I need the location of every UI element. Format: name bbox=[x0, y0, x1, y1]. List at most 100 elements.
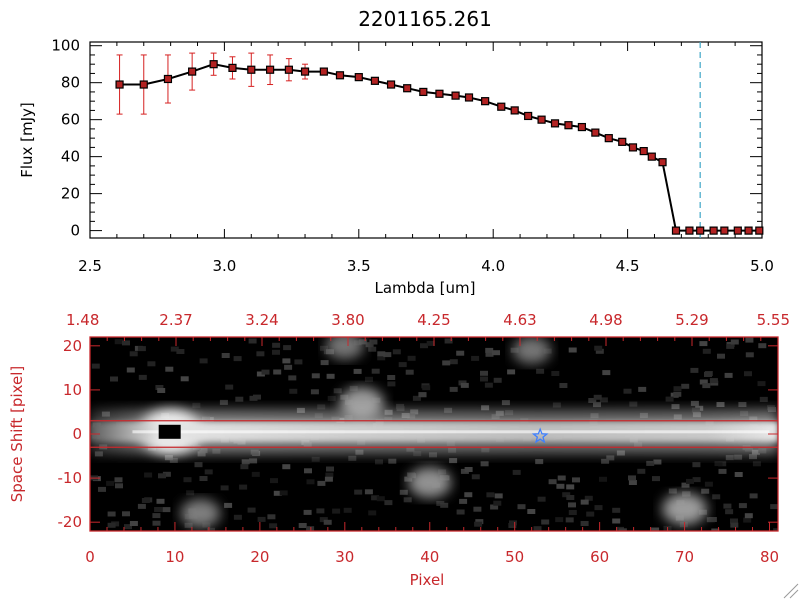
noise-pixel bbox=[283, 345, 292, 351]
noise-pixel bbox=[512, 469, 521, 475]
noise-pixel bbox=[593, 394, 602, 400]
noise-pixel bbox=[110, 376, 118, 382]
noise-pixel bbox=[256, 351, 265, 357]
noise-pixel bbox=[219, 399, 228, 405]
pixel-x-tick-label: 20 bbox=[250, 548, 269, 566]
noise-pixel bbox=[152, 513, 161, 519]
flux-point bbox=[709, 226, 718, 235]
pixel-x-tick-label: 50 bbox=[505, 548, 524, 566]
noise-pixel bbox=[745, 337, 754, 343]
noise-pixel bbox=[460, 382, 469, 388]
noise-pixel bbox=[270, 478, 278, 484]
flux-point bbox=[564, 121, 573, 130]
noise-pixel bbox=[562, 492, 571, 498]
noise-pixel bbox=[269, 523, 278, 529]
wavelength-top-tick-label: 3.24 bbox=[245, 311, 278, 329]
noise-pixel bbox=[279, 490, 288, 496]
flux-point bbox=[403, 84, 412, 93]
noise-pixel bbox=[717, 353, 725, 359]
noise-pixel bbox=[565, 517, 574, 523]
noise-pixel bbox=[107, 522, 116, 528]
noise-pixel bbox=[749, 454, 757, 460]
noise-pixel bbox=[637, 468, 646, 474]
noise-pixel bbox=[449, 359, 458, 365]
noise-pixel bbox=[354, 489, 363, 495]
flux-point bbox=[247, 65, 256, 74]
noise-pixel bbox=[699, 379, 708, 385]
noise-pixel bbox=[485, 351, 494, 357]
noise-pixel bbox=[147, 361, 156, 367]
flux-point bbox=[658, 158, 667, 167]
flux-point bbox=[733, 226, 742, 235]
noise-pixel bbox=[126, 367, 135, 373]
noise-pixel bbox=[758, 343, 767, 349]
flux-point bbox=[604, 134, 613, 143]
noise-pixel bbox=[303, 509, 312, 515]
noise-pixel bbox=[144, 472, 153, 478]
noise-pixel bbox=[94, 451, 103, 457]
noise-pixel bbox=[541, 519, 550, 525]
noise-pixel bbox=[365, 342, 374, 348]
flux-point bbox=[744, 226, 753, 235]
noise-pixel bbox=[233, 356, 242, 362]
noise-pixel bbox=[194, 462, 203, 468]
noise-pixel bbox=[418, 392, 427, 398]
noise-pixel bbox=[249, 458, 258, 464]
noise-pixel bbox=[681, 482, 690, 488]
noise-pixel bbox=[559, 383, 568, 388]
flux-x-tick-label: 4.0 bbox=[481, 257, 505, 275]
noise-pixel bbox=[773, 528, 778, 531]
wavelength-top-tick-label: 4.63 bbox=[503, 311, 536, 329]
flux-point bbox=[335, 71, 345, 80]
flux-point bbox=[284, 65, 294, 74]
noise-pixel bbox=[98, 486, 106, 492]
noise-pixel bbox=[594, 345, 603, 351]
noise-pixel bbox=[272, 349, 280, 355]
noise-pixel bbox=[320, 345, 328, 351]
noise-pixel bbox=[606, 455, 615, 461]
wavelength-top-tick-label: 4.25 bbox=[417, 311, 450, 329]
noise-pixel bbox=[124, 524, 132, 530]
noise-pixel bbox=[738, 503, 747, 509]
noise-pixel bbox=[494, 493, 503, 499]
flux-point bbox=[354, 73, 363, 82]
noise-pixel bbox=[199, 358, 208, 364]
flux-point bbox=[720, 226, 729, 235]
flux-point bbox=[163, 74, 173, 84]
flux-point bbox=[419, 87, 428, 97]
pixel-x-tick-label: 0 bbox=[85, 548, 95, 566]
noise-pixel bbox=[368, 510, 377, 516]
noise-pixel bbox=[623, 388, 632, 394]
noise-pixel bbox=[375, 459, 383, 465]
noise-pixel bbox=[692, 462, 701, 468]
noise-pixel bbox=[568, 347, 577, 353]
noise-pixel bbox=[629, 401, 638, 407]
noise-pixel bbox=[197, 451, 206, 457]
noise-pixel bbox=[484, 382, 493, 388]
noise-pixel bbox=[612, 507, 621, 513]
space-shift-y-axis-title: Space Shift [pixel] bbox=[8, 366, 26, 503]
noise-pixel bbox=[456, 509, 465, 515]
noise-pixel bbox=[508, 523, 517, 528]
noise-pixel bbox=[129, 351, 138, 357]
flux-point bbox=[628, 143, 638, 152]
flux-y-tick-label: 0 bbox=[70, 222, 80, 240]
noise-pixel bbox=[744, 371, 752, 377]
noise-pixel bbox=[310, 389, 319, 395]
noise-pixel bbox=[652, 476, 660, 482]
noise-pixel bbox=[673, 386, 682, 392]
noise-pixel bbox=[535, 459, 544, 465]
flux-point bbox=[228, 63, 237, 72]
noise-pixel bbox=[137, 503, 146, 509]
noise-pixel bbox=[420, 343, 428, 349]
resize-grip[interactable] bbox=[783, 583, 799, 599]
noise-pixel bbox=[668, 488, 677, 494]
noise-pixel bbox=[137, 346, 146, 352]
flux-point bbox=[647, 152, 656, 161]
noise-pixel bbox=[184, 522, 193, 528]
flux-x-tick-label: 3.5 bbox=[347, 257, 371, 275]
noise-pixel bbox=[158, 473, 166, 479]
noise-pixel bbox=[377, 351, 386, 357]
flux-point bbox=[685, 226, 694, 235]
noise-pixel bbox=[757, 381, 766, 387]
